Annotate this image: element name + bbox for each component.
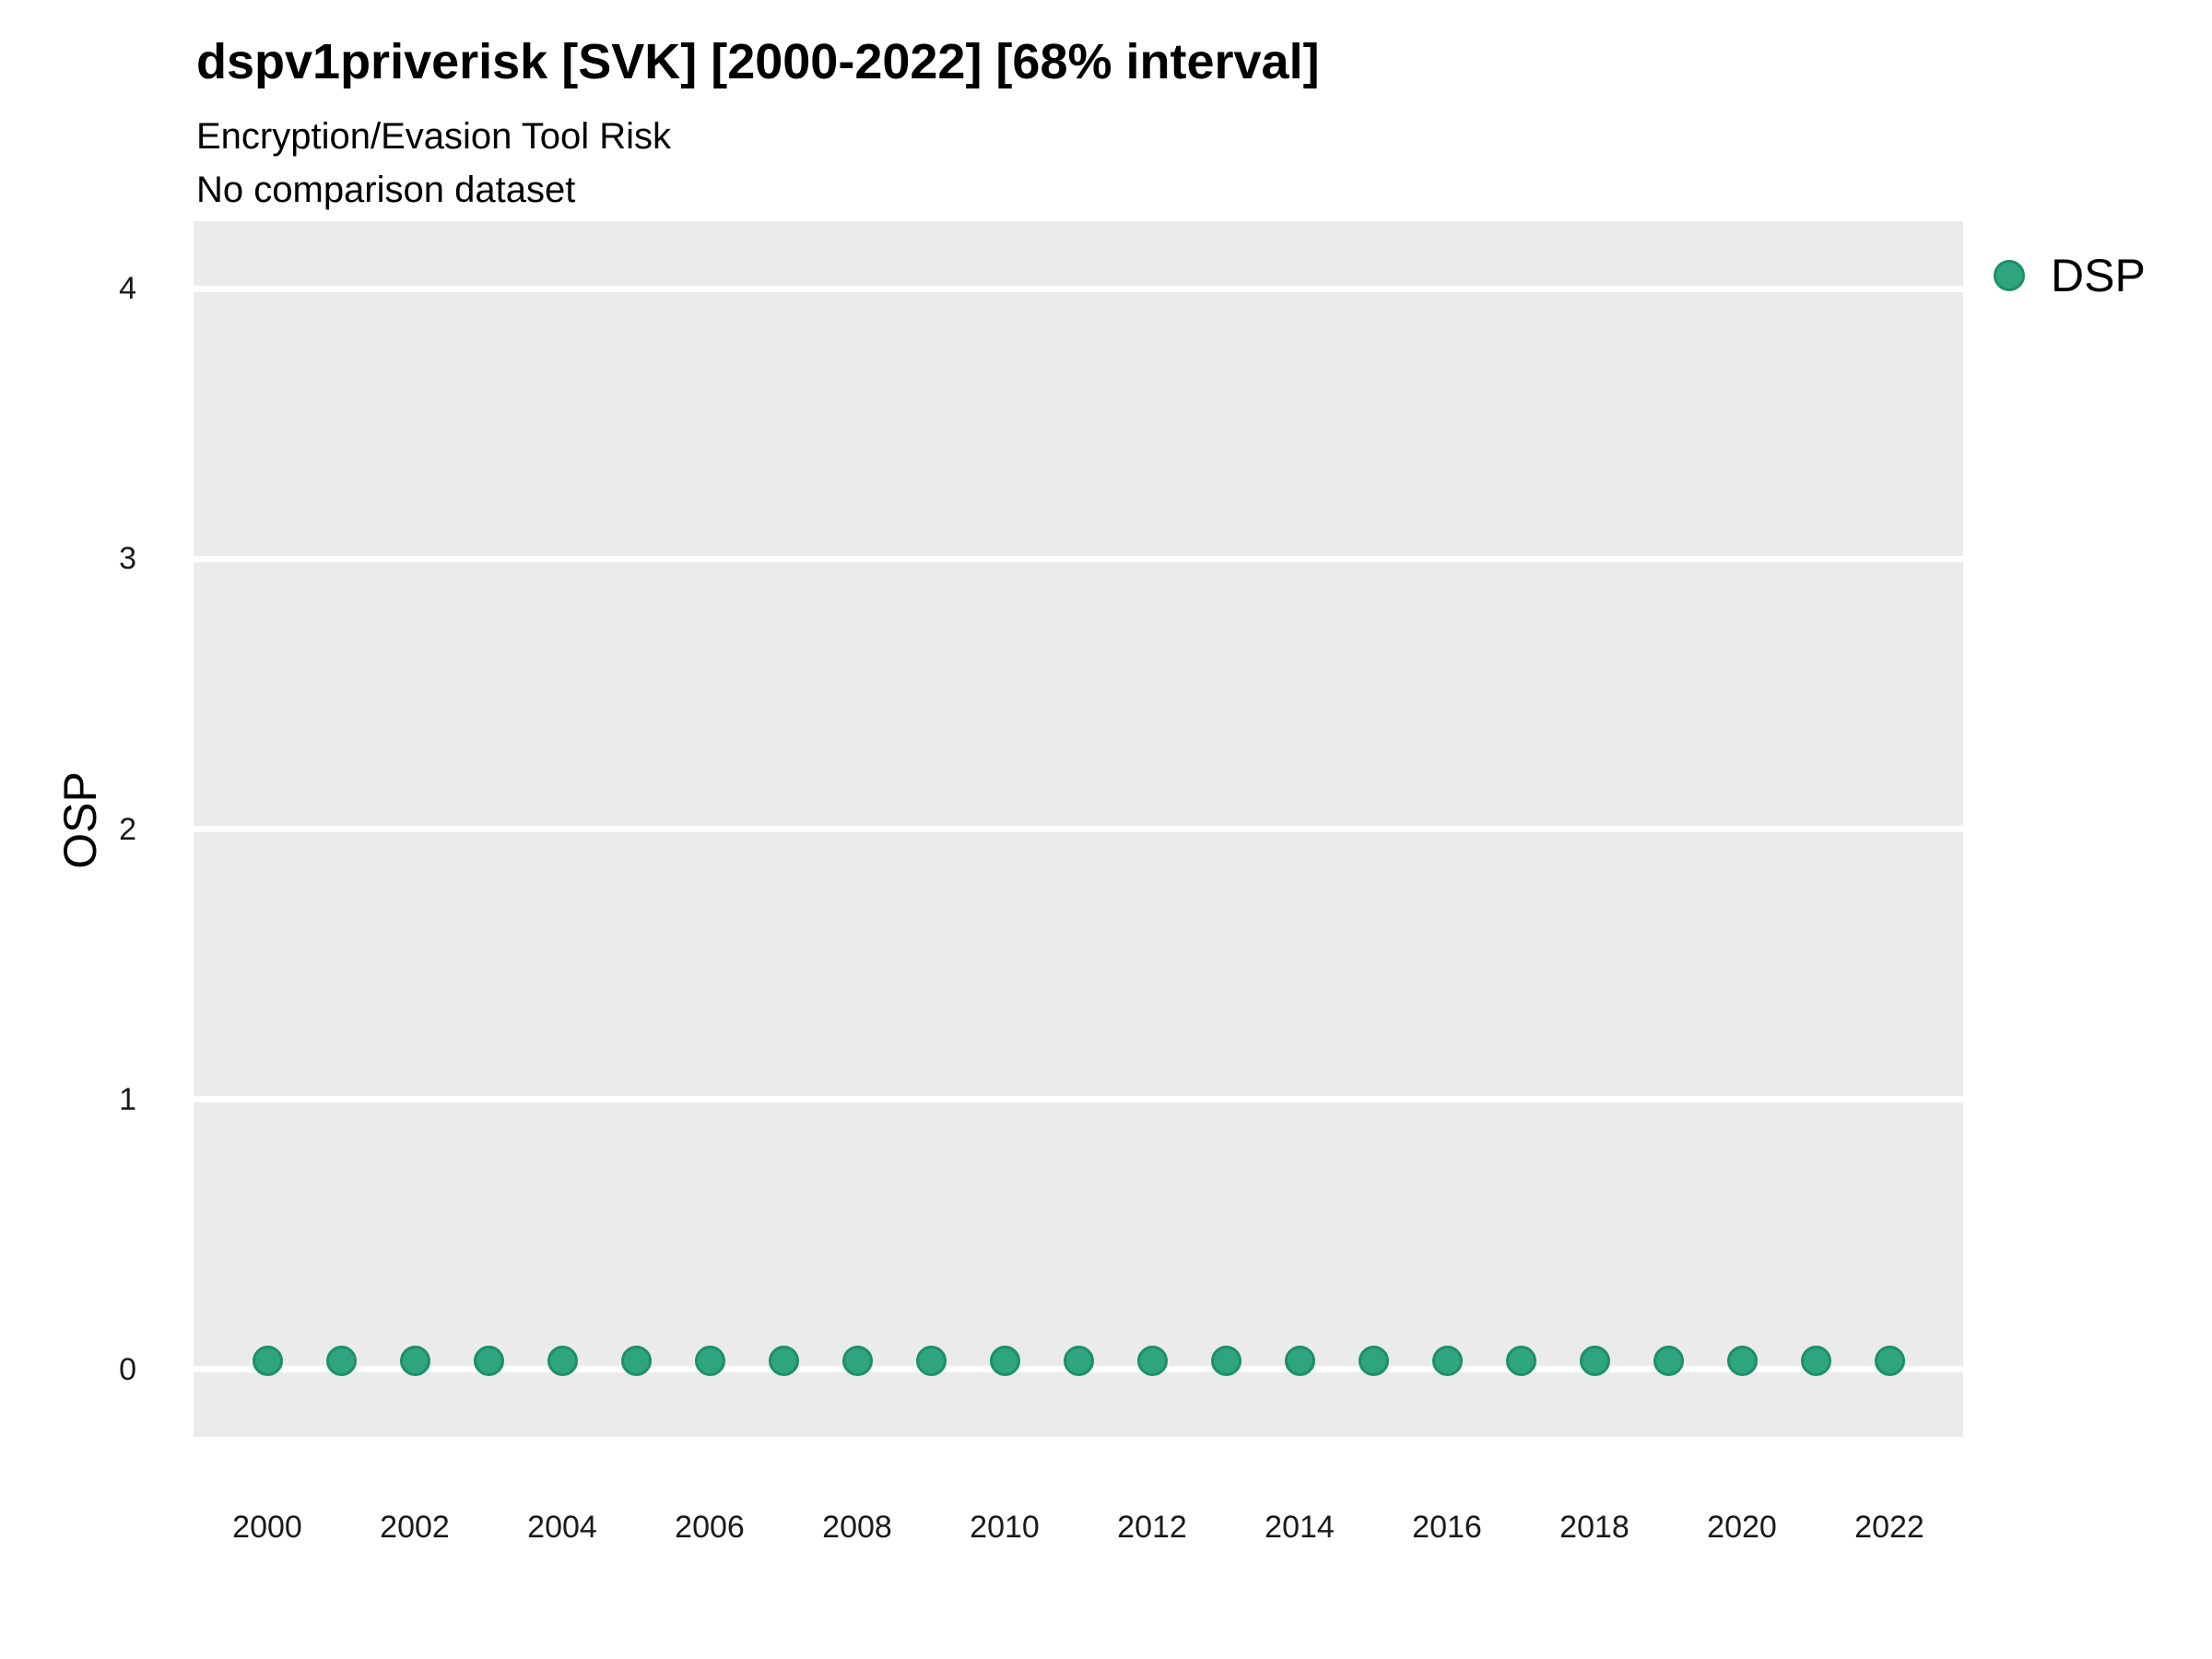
data-point-2010 xyxy=(989,1346,1020,1377)
data-point-2016 xyxy=(1431,1346,1463,1377)
data-point-2011 xyxy=(1063,1346,1094,1377)
gridline-y-1 xyxy=(194,1096,1963,1103)
x-tick-label-2006: 2006 xyxy=(675,1510,745,1545)
legend-label: DSP xyxy=(2051,250,2146,301)
gridline-y-4 xyxy=(194,285,1963,292)
x-tick-label-2002: 2002 xyxy=(380,1510,450,1545)
x-tick-label-2004: 2004 xyxy=(527,1510,597,1545)
x-tick-label-2014: 2014 xyxy=(1265,1510,1335,1545)
data-point-2020 xyxy=(1726,1346,1758,1377)
data-point-2007 xyxy=(768,1346,799,1377)
data-point-2014 xyxy=(1284,1346,1315,1377)
x-tick-label-2012: 2012 xyxy=(1117,1510,1187,1545)
data-point-2017 xyxy=(1505,1346,1536,1377)
data-point-2009 xyxy=(915,1346,947,1377)
y-tick-label-1: 1 xyxy=(119,1081,136,1117)
x-tick-label-2000: 2000 xyxy=(232,1510,302,1545)
data-point-2001 xyxy=(325,1346,357,1377)
y-tick-label-2: 2 xyxy=(119,811,136,847)
data-point-2015 xyxy=(1358,1346,1389,1377)
chart-subtitle: Encryption/Evasion Tool Risk xyxy=(196,116,672,157)
chart-title: dspv1priverisk [SVK] [2000-2022] [68% in… xyxy=(196,34,1320,89)
gridline-y-2 xyxy=(194,826,1963,832)
data-point-2022 xyxy=(1874,1346,1905,1377)
x-tick-label-2018: 2018 xyxy=(1559,1510,1630,1545)
y-tick-label-4: 4 xyxy=(119,271,136,307)
x-tick-label-2016: 2016 xyxy=(1412,1510,1482,1545)
x-tick-label-2020: 2020 xyxy=(1707,1510,1777,1545)
legend: DSP xyxy=(1994,249,2146,302)
data-point-2021 xyxy=(1800,1346,1831,1377)
data-point-2019 xyxy=(1653,1346,1684,1377)
y-tick-label-0: 0 xyxy=(119,1351,136,1387)
data-point-2004 xyxy=(547,1346,578,1377)
chart-note: No comparison dataset xyxy=(196,170,576,210)
x-tick-label-2008: 2008 xyxy=(822,1510,892,1545)
data-point-2006 xyxy=(694,1346,725,1377)
plot-panel xyxy=(194,221,1963,1437)
data-point-2008 xyxy=(841,1346,873,1377)
data-point-2005 xyxy=(620,1346,652,1377)
gridline-y-3 xyxy=(194,555,1963,562)
data-point-2000 xyxy=(252,1346,283,1377)
data-point-2003 xyxy=(473,1346,504,1377)
data-point-2018 xyxy=(1579,1346,1610,1377)
data-point-2012 xyxy=(1136,1346,1168,1377)
y-tick-label-3: 3 xyxy=(119,541,136,577)
data-point-2002 xyxy=(399,1346,430,1377)
data-point-2013 xyxy=(1210,1346,1241,1377)
x-tick-label-2022: 2022 xyxy=(1854,1510,1924,1545)
x-tick-label-2010: 2010 xyxy=(970,1510,1040,1545)
legend-marker-circle-icon xyxy=(1994,260,2025,291)
